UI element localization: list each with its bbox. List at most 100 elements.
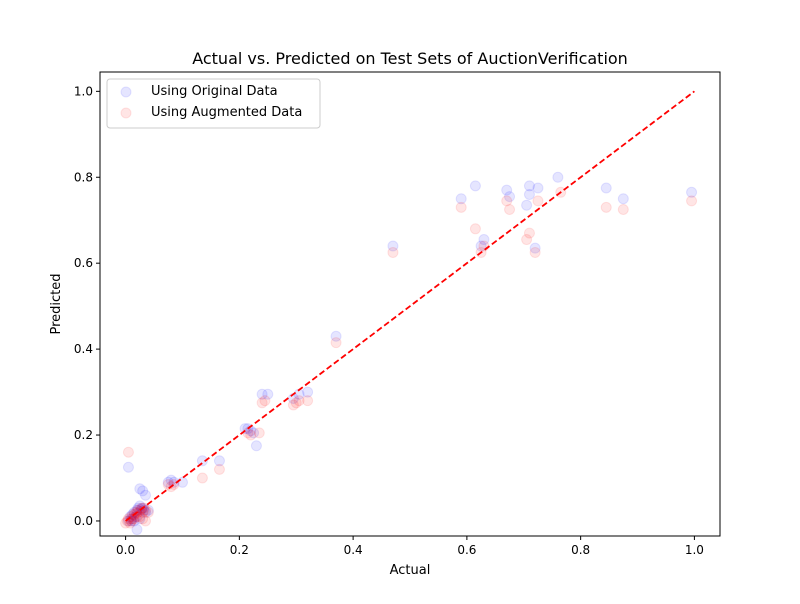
data-point	[529, 242, 541, 254]
data-point	[140, 489, 151, 501]
data-point	[165, 474, 177, 486]
data-point	[248, 427, 260, 439]
data-point	[532, 182, 544, 194]
series-augmented	[120, 186, 698, 529]
data-point	[387, 240, 399, 252]
data-point	[168, 476, 180, 488]
data-point	[455, 201, 467, 213]
legend-marker-augmented	[120, 107, 132, 119]
data-point	[330, 330, 342, 342]
data-point	[213, 455, 225, 467]
x-axis-label: Actual	[390, 563, 431, 578]
data-point	[245, 429, 257, 441]
x-tick-label: 1.0	[685, 543, 704, 557]
y-tick-label: 0.6	[74, 256, 93, 270]
data-point	[290, 397, 302, 409]
data-point	[262, 388, 274, 400]
data-point	[478, 240, 490, 252]
data-point	[134, 483, 146, 495]
data-point	[142, 506, 154, 518]
data-point	[125, 513, 137, 525]
plot-frame	[99, 71, 721, 537]
data-point	[138, 504, 150, 516]
data-point	[523, 188, 535, 200]
data-point	[121, 515, 133, 527]
data-point	[122, 515, 134, 527]
data-point	[302, 386, 314, 398]
data-point	[162, 476, 174, 488]
data-point	[137, 485, 149, 497]
legend-box	[106, 78, 321, 129]
data-point	[686, 195, 698, 207]
x-tick-label: 0.2	[230, 543, 249, 557]
data-point	[134, 513, 146, 525]
data-point	[293, 395, 305, 407]
data-point	[120, 517, 132, 529]
data-point	[259, 395, 271, 407]
data-point	[521, 199, 533, 211]
y-tick-label: 1.0	[74, 84, 93, 98]
data-point	[455, 193, 467, 205]
data-point	[387, 246, 399, 258]
data-point	[253, 427, 265, 439]
legend-label-original: Using Original Data	[151, 84, 278, 99]
y-tick-label: 0.4	[74, 342, 93, 356]
data-point	[532, 195, 544, 207]
data-point	[196, 472, 208, 484]
data-point	[617, 193, 629, 205]
legend: Using Original Data Using Augmented Data	[106, 78, 321, 129]
data-point	[529, 246, 541, 258]
data-point	[475, 240, 487, 252]
x-tick-label: 0.6	[457, 543, 476, 557]
y-tick-label: 0.2	[74, 428, 93, 442]
data-point	[137, 513, 149, 525]
data-point	[617, 203, 629, 215]
x-tick-label: 0.8	[571, 543, 590, 557]
data-point	[523, 227, 535, 239]
x-tick-label: 0.0	[116, 543, 135, 557]
data-point	[140, 506, 151, 518]
data-point	[523, 180, 535, 192]
data-point	[469, 223, 481, 235]
data-point	[122, 446, 134, 458]
y-axis: 0.0 0.2 0.4 0.6 0.8 1.0	[74, 84, 100, 528]
data-point	[600, 201, 612, 213]
data-point	[504, 191, 516, 203]
data-point	[131, 504, 143, 516]
legend-label-augmented: Using Augmented Data	[151, 105, 302, 120]
data-point	[501, 195, 513, 207]
data-point	[302, 395, 314, 407]
data-point	[256, 397, 268, 409]
legend-marker-original	[120, 86, 132, 98]
data-point	[213, 463, 225, 475]
data-point	[122, 461, 134, 473]
data-point	[131, 524, 143, 536]
data-point	[140, 515, 151, 527]
data-point	[501, 184, 513, 196]
data-point	[478, 234, 490, 246]
y-tick-label: 0.8	[74, 170, 93, 184]
data-point	[521, 234, 533, 246]
data-point	[239, 423, 251, 435]
data-point	[504, 203, 516, 215]
data-point	[134, 511, 146, 523]
data-point	[287, 399, 299, 411]
data-point	[142, 504, 154, 516]
data-point	[128, 506, 140, 518]
data-point	[686, 186, 698, 198]
chart-title: Actual vs. Predicted on Test Sets of Auc…	[192, 49, 628, 68]
y-axis-label: Predicted	[49, 273, 64, 334]
data-point	[600, 182, 612, 194]
data-point	[250, 440, 262, 452]
data-point	[128, 515, 140, 527]
x-axis: 0.0 0.2 0.4 0.6 0.8 1.0	[116, 536, 704, 557]
data-point	[196, 455, 208, 467]
x-tick-label: 0.4	[344, 543, 363, 557]
y-tick-label: 0.0	[74, 514, 93, 528]
data-point	[256, 388, 268, 400]
data-point	[330, 337, 342, 349]
reference-line	[125, 90, 695, 522]
data-point	[552, 171, 564, 183]
data-point	[469, 180, 481, 192]
